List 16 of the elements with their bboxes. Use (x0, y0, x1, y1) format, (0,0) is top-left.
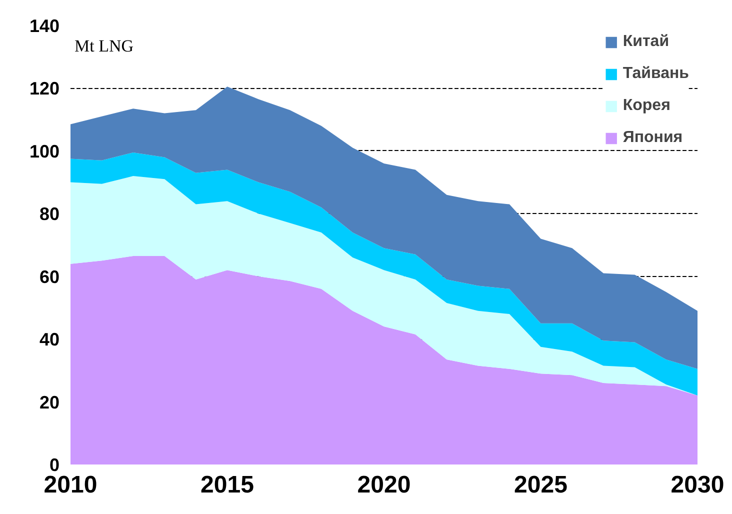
y-axis-title: Mt LNG (74, 36, 134, 56)
y-tick-label: 20 (39, 392, 60, 412)
legend-label: Япония (622, 129, 683, 147)
legend-label: Китай (622, 33, 670, 51)
x-tick-label: 2030 (670, 472, 724, 498)
x-tick-label: 2020 (357, 472, 411, 498)
y-tick-label: 40 (39, 330, 60, 350)
x-tick-label: 2015 (200, 472, 254, 498)
y-tick-label: 60 (39, 266, 60, 287)
y-tick-label: 120 (29, 78, 60, 99)
y-tick-label: 140 (29, 16, 60, 36)
y-tick-label: 100 (29, 141, 60, 162)
legend-label: Тайвань (622, 65, 689, 83)
x-tick-label: 2025 (514, 472, 568, 498)
y-tick-label: 80 (39, 204, 60, 224)
legend-label: Корея (622, 97, 670, 115)
